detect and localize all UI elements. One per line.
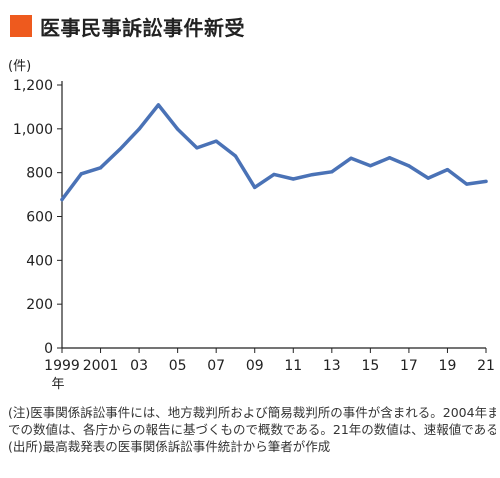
y-tick-label: 1,000	[13, 122, 53, 138]
x-tick-label: 13	[323, 358, 341, 374]
y-tick-label: 800	[26, 166, 53, 182]
x-tick-label: 03	[130, 358, 148, 374]
data-point	[426, 176, 430, 180]
data-point	[272, 172, 276, 177]
data-point	[214, 139, 218, 143]
footnote-line-1: (注)医事関係訴訟事件には、地方裁判所および簡易裁判所の事件が含まれる。2004…	[8, 405, 496, 420]
data-point	[156, 103, 160, 107]
y-tick-label: 200	[26, 297, 53, 313]
y-tick-label: 600	[26, 210, 53, 226]
x-tick-label: 07	[207, 358, 225, 374]
data-point	[330, 170, 334, 174]
y-axis-unit-label: (件)	[8, 59, 31, 74]
data-point	[137, 127, 141, 131]
y-tick-label: 0	[44, 341, 53, 357]
source-note: (出所)最高裁発表の医事関係訴訟事件統計から筆者が作成	[8, 439, 331, 454]
data-point	[60, 198, 64, 202]
x-tick-label: 11	[284, 358, 302, 374]
data-point	[310, 173, 315, 177]
y-tick-label: 1,200	[13, 78, 53, 94]
data-point	[118, 147, 122, 152]
data-point	[484, 179, 488, 184]
chart-title: 医事民事訴訟事件新受	[40, 15, 245, 40]
data-point	[368, 164, 372, 168]
data-point	[407, 164, 411, 168]
data-point	[291, 177, 295, 181]
x-tick-label: 21	[477, 358, 495, 374]
data-point	[349, 156, 353, 160]
data-point	[253, 185, 257, 189]
data-point	[388, 156, 392, 160]
data-point	[176, 127, 180, 131]
x-tick-label: 09	[246, 358, 264, 374]
y-tick-label: 400	[26, 253, 53, 269]
data-point	[233, 154, 238, 158]
footnote-line-2: での数値は、各庁からの報告に基づくもので概数である。21年の数値は、速報値である	[8, 422, 496, 437]
series-line	[60, 103, 488, 202]
data-point	[465, 182, 469, 186]
x-tick-label: 19	[439, 358, 457, 374]
chart-title-row: 医事民事訴訟事件新受	[10, 10, 245, 42]
line-chart: (件) 0 200 400 600 800 1,000 1,200 1999 2001 03 05 07…	[8, 59, 495, 392]
data-point	[445, 167, 450, 172]
x-tick-label: 2001	[83, 358, 119, 374]
data-point	[79, 172, 83, 176]
data-point	[98, 166, 103, 170]
x-tick-label: 15	[361, 358, 379, 374]
x-tick-label: 1999	[44, 358, 80, 374]
x-axis-unit-label: 年	[51, 377, 64, 392]
data-point	[195, 146, 199, 150]
x-tick-label: 05	[169, 358, 187, 374]
x-tick-label: 17	[400, 358, 418, 374]
title-marker-square-icon	[10, 15, 32, 37]
